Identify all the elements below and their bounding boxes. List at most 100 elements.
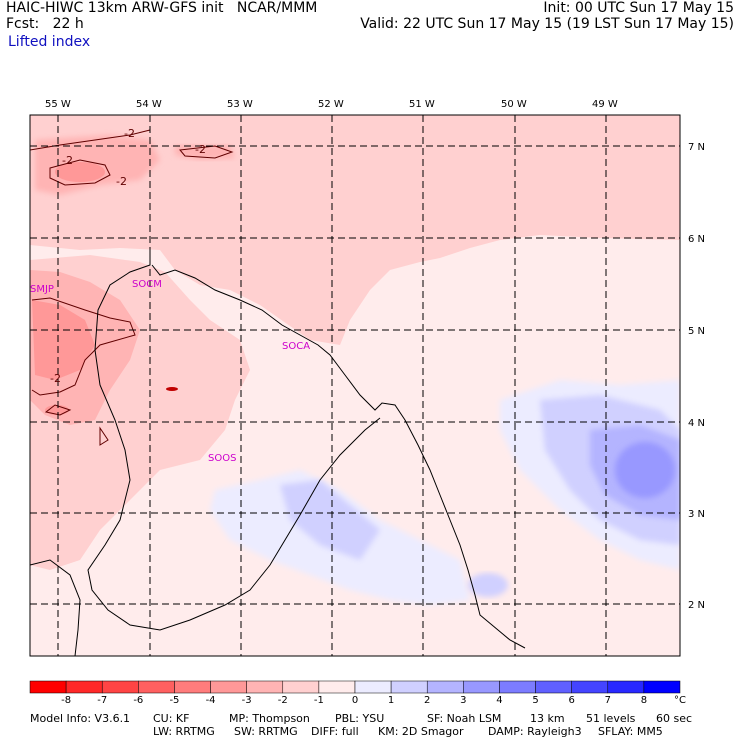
lon-label: 52 W bbox=[318, 99, 344, 110]
footer-resolution: 13 km bbox=[530, 712, 565, 725]
lat-label: 6 N bbox=[688, 234, 705, 245]
colorbar-unit: °C bbox=[674, 695, 686, 706]
lon-label: 51 W bbox=[409, 99, 435, 110]
colorbar-tick-label: 2 bbox=[424, 695, 430, 706]
colorbar-tick-label: -5 bbox=[169, 695, 179, 706]
contour-label: -2 bbox=[50, 372, 61, 385]
footer-mp: MP: Thompson bbox=[229, 712, 310, 725]
footer-timestep: 60 sec bbox=[656, 712, 693, 725]
colorbar-swatch bbox=[607, 680, 645, 694]
field-north-band bbox=[30, 115, 680, 345]
lon-label: 49 W bbox=[592, 99, 618, 110]
contour-label: -2 bbox=[124, 127, 135, 140]
colorbar-swatch bbox=[246, 680, 284, 694]
colorbar-tick-label: -3 bbox=[242, 695, 252, 706]
colorbar-tick-label: -2 bbox=[278, 695, 288, 706]
contour-label: -2 bbox=[195, 143, 206, 156]
header-valid-line: Valid: 22 UTC Sun 17 May 15 (19 LST Sun … bbox=[360, 16, 734, 32]
colorbar-swatch bbox=[29, 680, 67, 694]
colorbar-tick-label: 3 bbox=[460, 695, 466, 706]
contour-line bbox=[49, 159, 111, 186]
colorbar-tick-label: 7 bbox=[605, 695, 611, 706]
colorbar-tick-label: 0 bbox=[352, 695, 358, 706]
colorbar-tick-label: 4 bbox=[496, 695, 502, 706]
footer-km: KM: 2D Smagor bbox=[378, 725, 464, 738]
station-label-soca: SOCA bbox=[282, 341, 310, 352]
colorbar-tick-label: -8 bbox=[61, 695, 71, 706]
colorbar-swatch bbox=[535, 680, 572, 694]
lat-label: 4 N bbox=[688, 418, 705, 429]
colorbar-swatch bbox=[390, 680, 428, 694]
contour-label: -2 bbox=[116, 175, 127, 188]
colorbar-swatch bbox=[282, 680, 320, 694]
colorbar-tick-label: -6 bbox=[133, 695, 143, 706]
colorbar-swatch bbox=[463, 680, 500, 694]
header-model-line: HAIC-HIWC 13km ARW-GFS init NCAR/MMM bbox=[6, 0, 318, 16]
colorbar-swatch bbox=[65, 680, 103, 694]
footer-diff: DIFF: full bbox=[311, 725, 359, 738]
colorbar-swatch bbox=[571, 680, 609, 694]
footer-sw: SW: RRTMG bbox=[234, 725, 298, 738]
colorbar-swatch bbox=[499, 680, 536, 694]
colorbar-swatch bbox=[426, 680, 464, 694]
footer-pbl: PBL: YSU bbox=[335, 712, 385, 725]
contour-line bbox=[30, 129, 151, 151]
lat-label: 5 N bbox=[688, 326, 705, 337]
border-line bbox=[87, 248, 381, 631]
field-dark-spot bbox=[166, 387, 178, 391]
field-pos-3-4-core bbox=[615, 442, 675, 498]
lon-label: 50 W bbox=[501, 99, 527, 110]
contour-line bbox=[31, 297, 136, 396]
header-fcst-line: Fcst: 22 h bbox=[6, 16, 84, 32]
station-label-soos: SOOS bbox=[208, 453, 236, 464]
coastlines bbox=[30, 248, 526, 656]
footer-cu: CU: KF bbox=[153, 712, 190, 725]
colorbar-swatch bbox=[210, 680, 247, 694]
map-frame bbox=[29, 114, 681, 657]
field-pos-1-2-south bbox=[280, 480, 380, 560]
colorbar-tick-label: -1 bbox=[314, 695, 324, 706]
colorbar-tick-label: 1 bbox=[388, 695, 394, 706]
lat-label: 3 N bbox=[688, 509, 705, 520]
field-pos-spot-se bbox=[468, 573, 508, 597]
lat-label: 2 N bbox=[688, 600, 705, 611]
colorbar-swatch bbox=[354, 680, 392, 694]
contour-line bbox=[99, 426, 109, 446]
field-west-core bbox=[32, 300, 95, 380]
colorbar-tick-label: 8 bbox=[641, 695, 647, 706]
colorbar-swatch bbox=[101, 680, 139, 694]
contour-line bbox=[44, 404, 72, 416]
colorbar-tick-label: 6 bbox=[568, 695, 574, 706]
contour-label: -2 bbox=[62, 154, 73, 167]
lon-label: 54 W bbox=[136, 99, 162, 110]
header-init-line: Init: 00 UTC Sun 17 May 15 bbox=[543, 0, 734, 16]
lon-label: 53 W bbox=[227, 99, 253, 110]
colorbar-swatch bbox=[318, 680, 356, 694]
footer-lw: LW: RRTMG bbox=[153, 725, 215, 738]
colorbar-tick-label: -4 bbox=[206, 695, 216, 706]
colorbar: -8 -7 -6 -5 -4 -3 -2 -1 0 1 2 3 4 5 6 7 8 bbox=[29, 680, 681, 706]
colorbar-swatch bbox=[643, 680, 681, 694]
colorbar-tick-label: 5 bbox=[532, 695, 538, 706]
footer-levels: 51 levels bbox=[586, 712, 636, 725]
colorbar-swatch bbox=[138, 680, 175, 694]
coastline bbox=[151, 264, 526, 649]
map-field bbox=[30, 115, 680, 656]
station-label-socm: SOCM bbox=[132, 279, 162, 290]
grid-lines bbox=[30, 115, 680, 656]
footer-model-info: Model Info: V3.6.1 bbox=[30, 712, 131, 725]
lon-label: 55 W bbox=[45, 99, 71, 110]
contours bbox=[30, 129, 234, 446]
colorbar-swatch bbox=[174, 680, 211, 694]
station-label-smjp: SMJP bbox=[30, 284, 54, 295]
footer-sf: SF: Noah LSM bbox=[427, 712, 502, 725]
header-field-name: Lifted index bbox=[8, 34, 91, 50]
lat-label: 7 N bbox=[688, 142, 705, 153]
footer-damp: DAMP: Rayleigh3 bbox=[488, 725, 582, 738]
contour-line bbox=[179, 145, 234, 159]
footer-sflay: SFLAY: MM5 bbox=[598, 725, 663, 738]
field-nw-core bbox=[55, 162, 105, 182]
border-line bbox=[30, 559, 81, 656]
colorbar-tick-label: -7 bbox=[97, 695, 107, 706]
